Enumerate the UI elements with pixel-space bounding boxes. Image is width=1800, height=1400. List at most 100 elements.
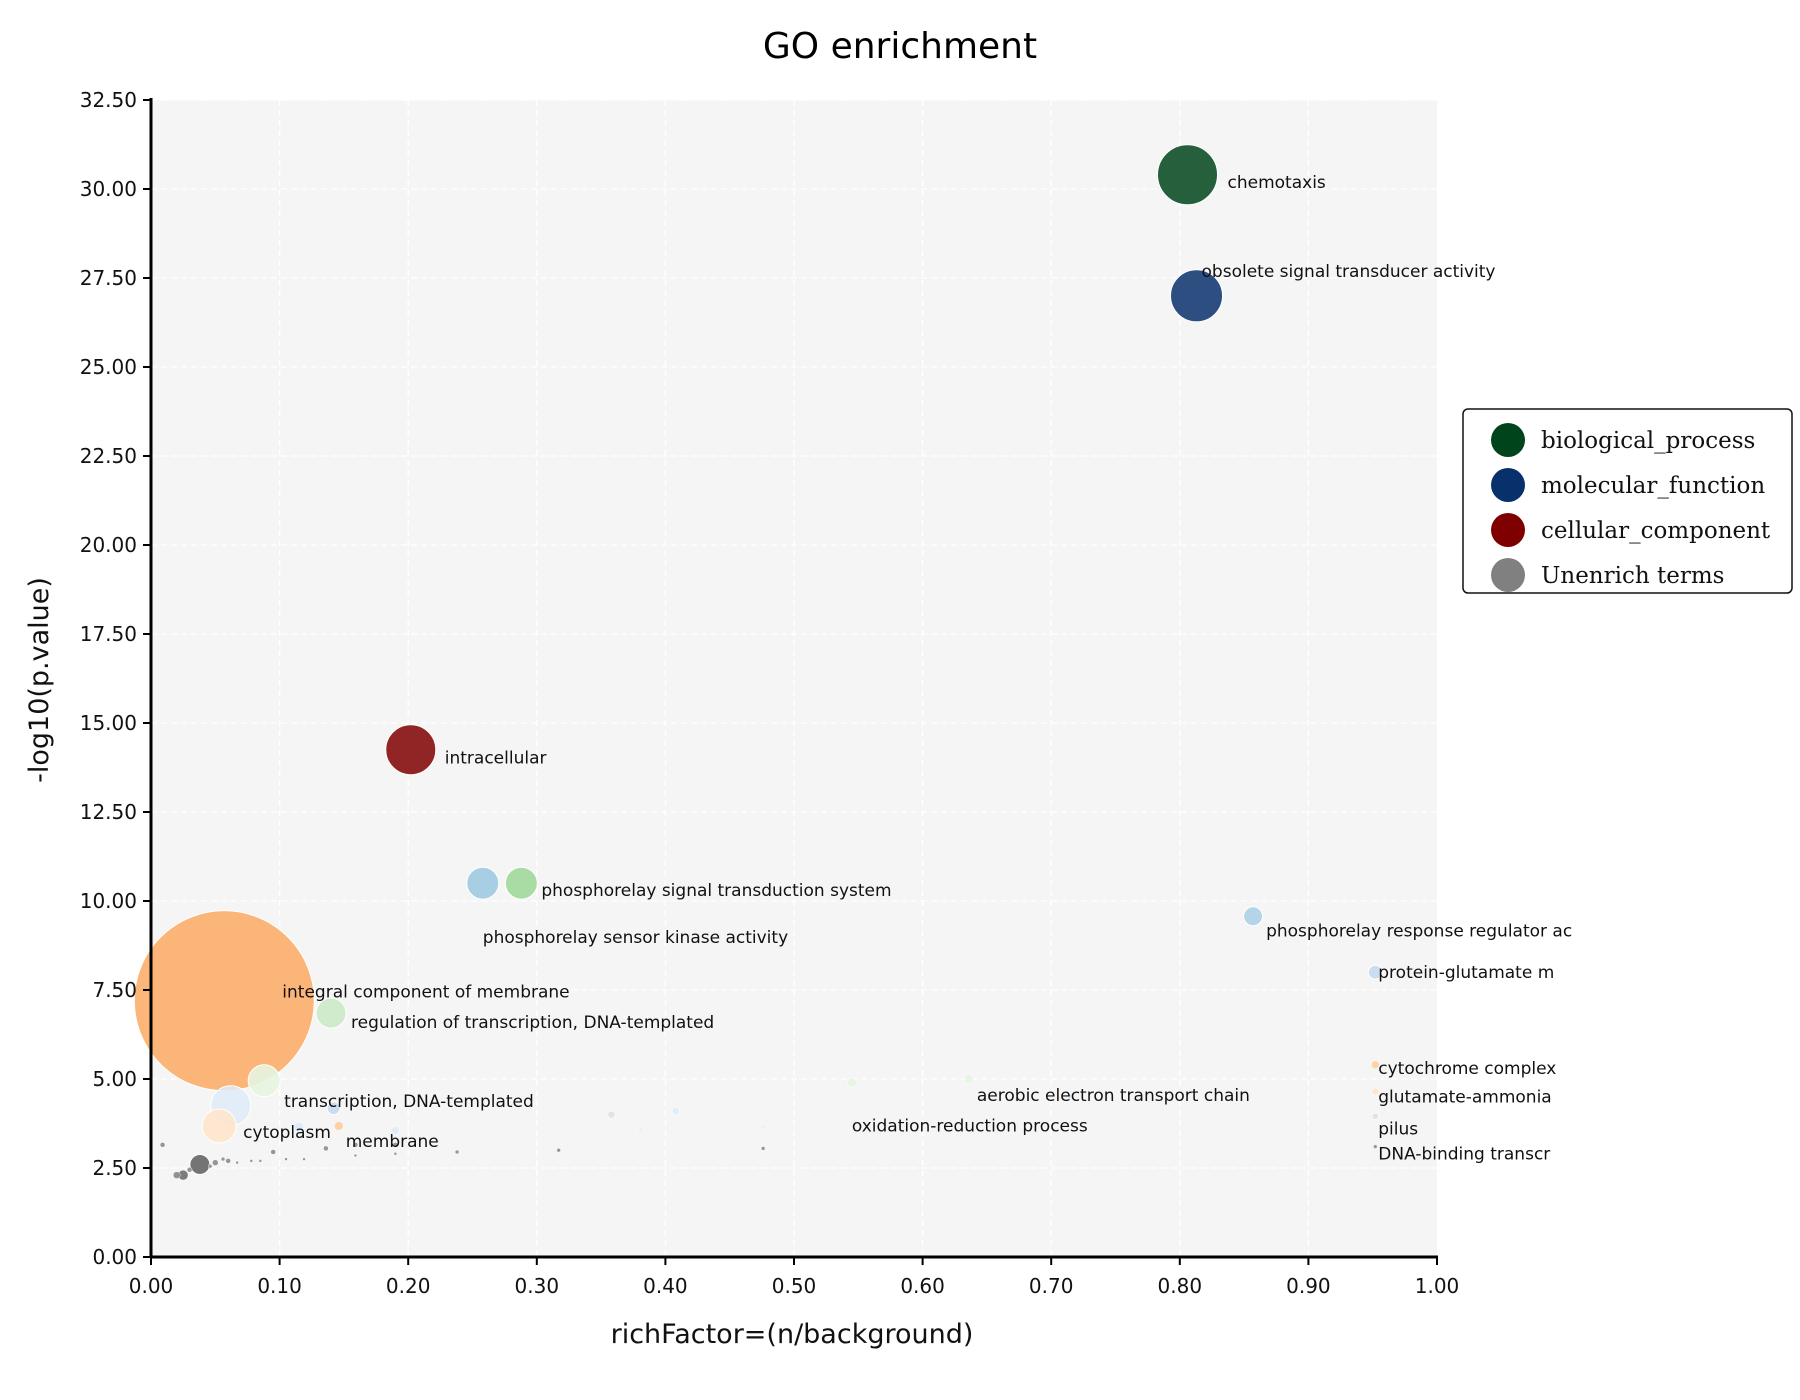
x-tick-label: 0.30 bbox=[515, 1274, 560, 1298]
point bbox=[556, 1147, 561, 1153]
legend-label: molecular_function bbox=[1541, 473, 1765, 499]
point bbox=[293, 1121, 305, 1133]
point bbox=[172, 1171, 181, 1179]
point bbox=[270, 1149, 276, 1155]
point bbox=[323, 1145, 329, 1152]
legend-marker bbox=[1491, 423, 1525, 457]
point bbox=[207, 1163, 213, 1169]
y-tick-label: 2.50 bbox=[92, 1156, 137, 1180]
point-membrane bbox=[334, 1121, 344, 1131]
point bbox=[637, 1127, 645, 1134]
point-protein-glutamate-m bbox=[1367, 964, 1383, 980]
x-tick-label: 0.60 bbox=[900, 1274, 945, 1298]
point bbox=[284, 1157, 288, 1161]
point-phosphorelay-response-regulator-ac bbox=[1243, 906, 1264, 927]
point bbox=[235, 1160, 239, 1165]
y-tick-label: 12.50 bbox=[80, 800, 137, 824]
point bbox=[454, 1149, 460, 1155]
legend-label: biological_process bbox=[1541, 428, 1755, 454]
legend-marker bbox=[1491, 513, 1525, 547]
point-label: protein-glutamate m bbox=[1378, 963, 1554, 983]
point bbox=[353, 1153, 358, 1158]
point bbox=[759, 1123, 767, 1131]
point-label: regulation of transcription, DNA-templat… bbox=[351, 1013, 714, 1033]
y-axis-title: -log10(p.value) bbox=[24, 577, 55, 783]
point bbox=[326, 1101, 341, 1116]
point-label: intracellular bbox=[445, 749, 547, 769]
point bbox=[186, 1167, 193, 1173]
point-phosphorelay-signal-transduction-system bbox=[504, 866, 538, 900]
point-label: DNA-binding transcr bbox=[1378, 1145, 1550, 1165]
y-tick-label: 30.00 bbox=[80, 177, 137, 201]
point bbox=[220, 1156, 226, 1162]
point bbox=[159, 1142, 166, 1148]
point-label: phosphorelay response regulator ac bbox=[1266, 921, 1572, 941]
legend-box bbox=[1462, 408, 1793, 594]
point-regulation-of-transcription-dna-templated bbox=[315, 997, 347, 1029]
point-chemotaxis bbox=[1157, 144, 1219, 206]
y-tick-label: 22.50 bbox=[80, 444, 137, 468]
x-tick-label: 0.20 bbox=[386, 1274, 431, 1298]
point-obsolete-signal-transducer-activity bbox=[1170, 269, 1224, 323]
point bbox=[302, 1157, 306, 1161]
point-glutamate-ammonia bbox=[1371, 1087, 1380, 1096]
x-tick-label: 0.90 bbox=[1286, 1274, 1331, 1298]
x-tick-label: 0.50 bbox=[772, 1274, 817, 1298]
point-label: obsolete signal transducer activity bbox=[1202, 262, 1496, 282]
x-axis-title: richFactor=(n/background) bbox=[611, 1319, 974, 1350]
point bbox=[1067, 1093, 1074, 1101]
point-label: transcription, DNA-templated bbox=[284, 1092, 534, 1112]
x-tick-label: 1.00 bbox=[1415, 1274, 1460, 1298]
point bbox=[393, 1152, 398, 1156]
chart-title: GO enrichment bbox=[763, 26, 1037, 67]
x-tick-label: 0.00 bbox=[129, 1274, 174, 1298]
point-transcription-dna-templated bbox=[247, 1064, 281, 1098]
y-tick-label: 0.00 bbox=[92, 1245, 137, 1269]
point-label: chemotaxis bbox=[1228, 173, 1326, 193]
y-tick-label: 20.00 bbox=[80, 533, 137, 557]
point-dna-binding-transcr bbox=[1373, 1144, 1378, 1149]
y-tick-label: 27.50 bbox=[80, 266, 137, 290]
point-label: phosphorelay signal transduction system bbox=[541, 881, 891, 901]
point-label: cytochrome complex bbox=[1378, 1059, 1556, 1079]
point-label: aerobic electron transport chain bbox=[977, 1086, 1250, 1106]
point bbox=[249, 1159, 254, 1163]
point-intracellular bbox=[385, 724, 437, 776]
x-tick-label: 0.10 bbox=[257, 1274, 302, 1298]
point-label: phosphorelay sensor kinase activity bbox=[483, 928, 788, 948]
point bbox=[607, 1110, 616, 1119]
point bbox=[671, 1107, 680, 1115]
y-tick-label: 7.50 bbox=[92, 978, 137, 1002]
y-tick-label: 32.50 bbox=[80, 88, 137, 112]
point bbox=[392, 1142, 399, 1148]
point-label: glutamate-ammonia bbox=[1378, 1087, 1551, 1107]
point-label: cytoplasm bbox=[243, 1123, 331, 1143]
legend-label: Unenrich terms bbox=[1541, 563, 1724, 589]
x-tick-label: 0.70 bbox=[1029, 1274, 1074, 1298]
point-label: pilus bbox=[1378, 1119, 1418, 1139]
point bbox=[391, 1126, 400, 1135]
point bbox=[760, 1146, 766, 1151]
point-aerobic-electron-transport-chain bbox=[964, 1074, 974, 1084]
point bbox=[189, 1153, 211, 1175]
point-phosphorelay-sensor-kinase-activity bbox=[466, 866, 500, 900]
y-tick-label: 25.00 bbox=[80, 355, 137, 379]
point bbox=[352, 1142, 359, 1148]
point-cytoplasm bbox=[201, 1108, 237, 1144]
point-label: oxidation-reduction process bbox=[852, 1117, 1088, 1137]
point bbox=[212, 1159, 219, 1166]
point-oxidation-reduction-process bbox=[847, 1077, 857, 1088]
point bbox=[258, 1159, 263, 1163]
legend: biological_process molecular_functioncell… bbox=[1462, 408, 1793, 594]
x-tick-label: 0.80 bbox=[1158, 1274, 1203, 1298]
y-tick-label: 10.00 bbox=[80, 889, 137, 913]
legend-marker bbox=[1491, 558, 1525, 592]
point bbox=[225, 1158, 231, 1164]
y-tick-label: 17.50 bbox=[80, 622, 137, 646]
y-tick-label: 5.00 bbox=[92, 1067, 137, 1091]
point-label: membrane bbox=[346, 1132, 439, 1152]
x-tick-label: 0.40 bbox=[643, 1274, 688, 1298]
point-label: integral component of membrane bbox=[282, 983, 569, 1003]
